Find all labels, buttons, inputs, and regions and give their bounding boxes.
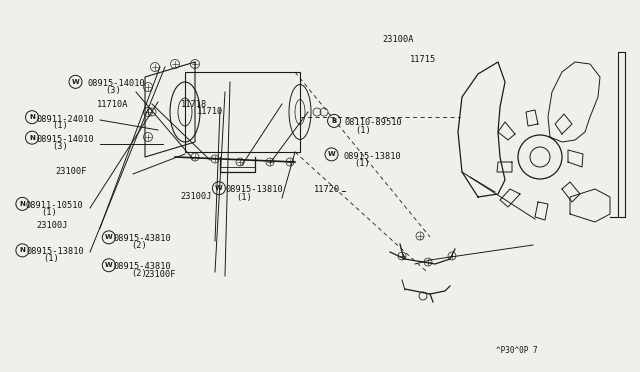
Text: 11715: 11715	[410, 55, 436, 64]
Text: 11710A: 11710A	[97, 100, 129, 109]
Text: N: N	[19, 201, 26, 207]
Text: (2): (2)	[131, 269, 147, 278]
Text: N: N	[29, 135, 35, 141]
Text: 23100J: 23100J	[36, 221, 68, 230]
Text: N: N	[19, 247, 26, 253]
Text: N: N	[29, 114, 35, 120]
Text: 08915-13810: 08915-13810	[225, 185, 283, 194]
Text: W: W	[72, 79, 79, 85]
Text: B: B	[332, 118, 337, 124]
Text: (3): (3)	[105, 86, 121, 95]
Text: 08911-10510: 08911-10510	[26, 201, 83, 210]
Text: (1): (1)	[52, 121, 68, 130]
Text: 08915-43810: 08915-43810	[114, 262, 172, 271]
Text: 23100A: 23100A	[383, 35, 414, 44]
Text: 08915-13810: 08915-13810	[343, 152, 401, 161]
Text: (2): (2)	[131, 241, 147, 250]
Text: (1): (1)	[236, 193, 252, 202]
Text: 11710: 11710	[197, 107, 223, 116]
Text: (1): (1)	[43, 254, 59, 263]
Text: (1): (1)	[42, 208, 58, 217]
Text: (3): (3)	[52, 142, 68, 151]
Text: 08911-24010: 08911-24010	[36, 115, 94, 124]
Text: 08915-14010: 08915-14010	[88, 79, 145, 88]
Text: 08110-89510: 08110-89510	[344, 118, 402, 127]
Text: W: W	[105, 262, 113, 268]
Text: W: W	[215, 185, 223, 191]
Text: 08915-43810: 08915-43810	[114, 234, 172, 243]
Text: 11718: 11718	[180, 100, 207, 109]
Text: W: W	[105, 234, 113, 240]
Text: 11720: 11720	[314, 185, 340, 194]
Text: 23100F: 23100F	[56, 167, 87, 176]
Text: W: W	[328, 151, 335, 157]
Text: (1): (1)	[354, 159, 370, 168]
Text: (1): (1)	[355, 126, 371, 135]
Text: 08915-13810: 08915-13810	[27, 247, 84, 256]
Text: 08915-14010: 08915-14010	[36, 135, 94, 144]
Text: ^P30^0P 7: ^P30^0P 7	[496, 346, 538, 355]
Text: 23100F: 23100F	[144, 270, 175, 279]
Text: 23100J: 23100J	[180, 192, 212, 201]
